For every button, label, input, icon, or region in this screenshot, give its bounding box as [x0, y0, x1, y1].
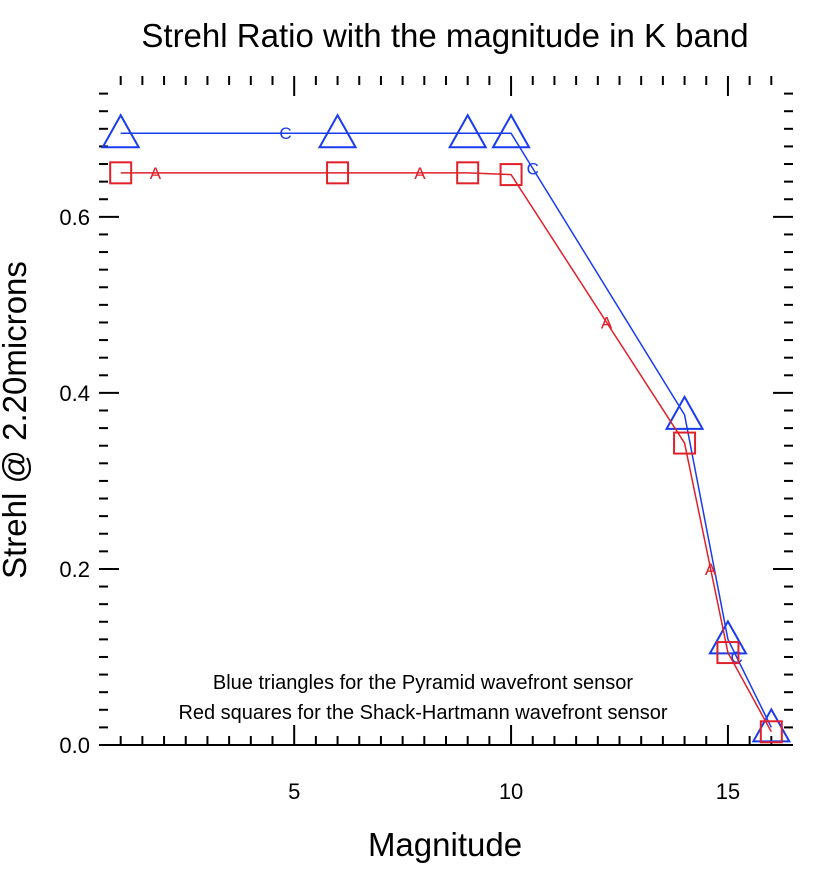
curve-letter: C [730, 648, 742, 667]
series-layer: C C C A A A A [100, 113, 792, 744]
square-marker [759, 720, 783, 744]
chart-title: Strehl Ratio with the magnitude in K ban… [141, 17, 748, 54]
y-tick-label: 0.6 [59, 205, 90, 230]
triangle-marker [664, 394, 705, 430]
triangle-series: C C C [100, 113, 792, 743]
triangle-marker [317, 113, 358, 149]
triangle-marker [491, 113, 531, 149]
tick-marks [99, 76, 793, 746]
triangle-series-line [120, 132, 772, 728]
y-tick-label: 0.4 [59, 381, 90, 406]
square-marker [673, 431, 697, 455]
square-marker [716, 641, 740, 665]
x-tick-label: 15 [716, 779, 740, 804]
square-series-line [120, 172, 772, 733]
triangle-marker [100, 113, 141, 149]
curve-letter: A [705, 560, 717, 579]
curve-letter: A [150, 164, 162, 183]
curve-letter: C [527, 159, 539, 178]
y-axis-label: Strehl @ 2.20microns [0, 261, 33, 579]
curve-letter: C [279, 124, 291, 143]
tick-labels: 5 10 15 0.0 0.2 0.4 0.6 [59, 205, 740, 804]
x-tick-label: 10 [499, 779, 523, 804]
legend-note-pyramid: Blue triangles for the Pyramid wavefront… [213, 672, 634, 694]
x-axis-label: Magnitude [368, 826, 522, 863]
square-marker [109, 161, 133, 185]
legend-note-shack-hartmann: Red squares for the Shack-Hartmann wavef… [178, 702, 667, 724]
square-marker [499, 163, 523, 187]
y-tick-label: 0.2 [59, 557, 90, 582]
plot-frame [99, 744, 793, 746]
square-marker [326, 161, 350, 185]
curve-letter: A [414, 164, 426, 183]
triangle-marker [447, 113, 488, 149]
x-tick-label: 5 [288, 779, 300, 804]
square-series: A A A A [109, 161, 783, 744]
square-marker [456, 161, 480, 185]
curve-letter: A [601, 313, 613, 332]
y-tick-label: 0.0 [59, 733, 90, 758]
